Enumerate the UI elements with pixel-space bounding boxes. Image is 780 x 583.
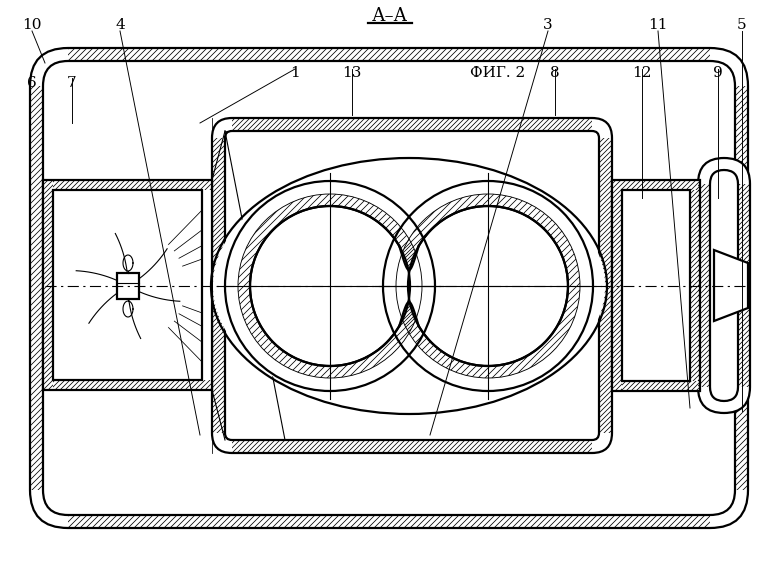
Bar xyxy=(68,48,710,61)
Bar xyxy=(622,190,690,381)
Bar xyxy=(622,381,700,391)
Bar xyxy=(53,180,212,190)
Bar xyxy=(612,180,700,391)
Circle shape xyxy=(238,194,422,378)
FancyBboxPatch shape xyxy=(212,118,612,453)
Bar xyxy=(212,138,225,433)
Text: 8: 8 xyxy=(550,66,560,80)
Bar xyxy=(599,138,612,433)
Text: 6: 6 xyxy=(27,76,37,90)
FancyBboxPatch shape xyxy=(30,48,748,528)
Bar xyxy=(68,515,710,528)
Bar xyxy=(232,440,592,453)
Text: 13: 13 xyxy=(342,66,362,80)
Bar xyxy=(117,273,139,299)
Circle shape xyxy=(250,206,410,366)
Bar xyxy=(612,180,622,391)
FancyBboxPatch shape xyxy=(698,158,750,413)
Polygon shape xyxy=(714,250,748,321)
Bar xyxy=(738,184,750,387)
Text: 7: 7 xyxy=(67,76,76,90)
Bar xyxy=(53,190,202,380)
Circle shape xyxy=(408,206,568,366)
Bar xyxy=(43,180,53,390)
Bar xyxy=(735,86,748,490)
Text: 9: 9 xyxy=(713,66,723,80)
Bar xyxy=(622,180,700,190)
Circle shape xyxy=(71,229,185,343)
Ellipse shape xyxy=(213,160,605,412)
FancyBboxPatch shape xyxy=(710,170,738,401)
Text: 4: 4 xyxy=(115,18,125,32)
Text: 3: 3 xyxy=(543,18,553,32)
Bar xyxy=(690,190,700,381)
Text: А–А: А–А xyxy=(372,7,408,25)
FancyBboxPatch shape xyxy=(225,131,599,440)
Text: 1: 1 xyxy=(290,66,300,80)
Text: 5: 5 xyxy=(737,18,746,32)
FancyBboxPatch shape xyxy=(43,61,735,515)
Text: 10: 10 xyxy=(23,18,42,32)
Bar xyxy=(232,118,592,131)
Bar xyxy=(30,86,43,490)
Bar xyxy=(698,184,710,387)
Bar xyxy=(43,180,212,390)
Text: ФИГ. 2: ФИГ. 2 xyxy=(470,66,525,80)
Text: 11: 11 xyxy=(648,18,668,32)
Bar xyxy=(53,380,212,390)
Circle shape xyxy=(396,194,580,378)
Text: 12: 12 xyxy=(633,66,652,80)
